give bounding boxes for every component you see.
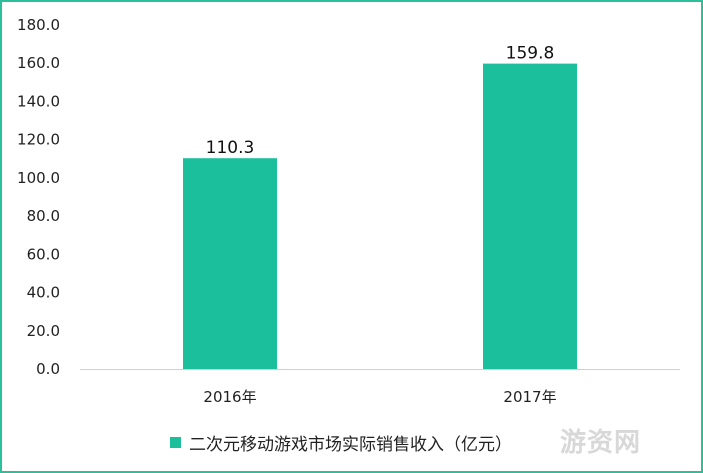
y-tick-label: 20.0 <box>27 322 60 340</box>
y-tick-label: 40.0 <box>27 284 60 302</box>
y-tick-label: 0.0 <box>36 360 60 378</box>
legend: 二次元移动游戏市场实际销售收入（亿元） <box>170 430 512 455</box>
data-label: 159.8 <box>506 44 555 64</box>
legend-label: 二次元移动游戏市场实际销售收入（亿元） <box>189 435 512 455</box>
y-tick-label: 160.0 <box>17 54 60 72</box>
y-tick-label: 60.0 <box>27 245 60 263</box>
y-tick-label: 100.0 <box>17 169 60 187</box>
y-tick-label: 180.0 <box>17 16 60 34</box>
legend-swatch <box>170 437 181 448</box>
y-tick-label: 140.0 <box>17 92 60 110</box>
x-tick-label: 2016年 <box>203 388 256 406</box>
data-label: 110.3 <box>206 138 255 158</box>
watermark-logo: 游资网 <box>560 428 642 458</box>
y-tick-label: 80.0 <box>27 207 60 225</box>
bar <box>183 158 277 369</box>
x-tick-label: 2017年 <box>503 388 556 406</box>
y-tick-label: 120.0 <box>17 131 60 149</box>
bar <box>483 63 577 370</box>
